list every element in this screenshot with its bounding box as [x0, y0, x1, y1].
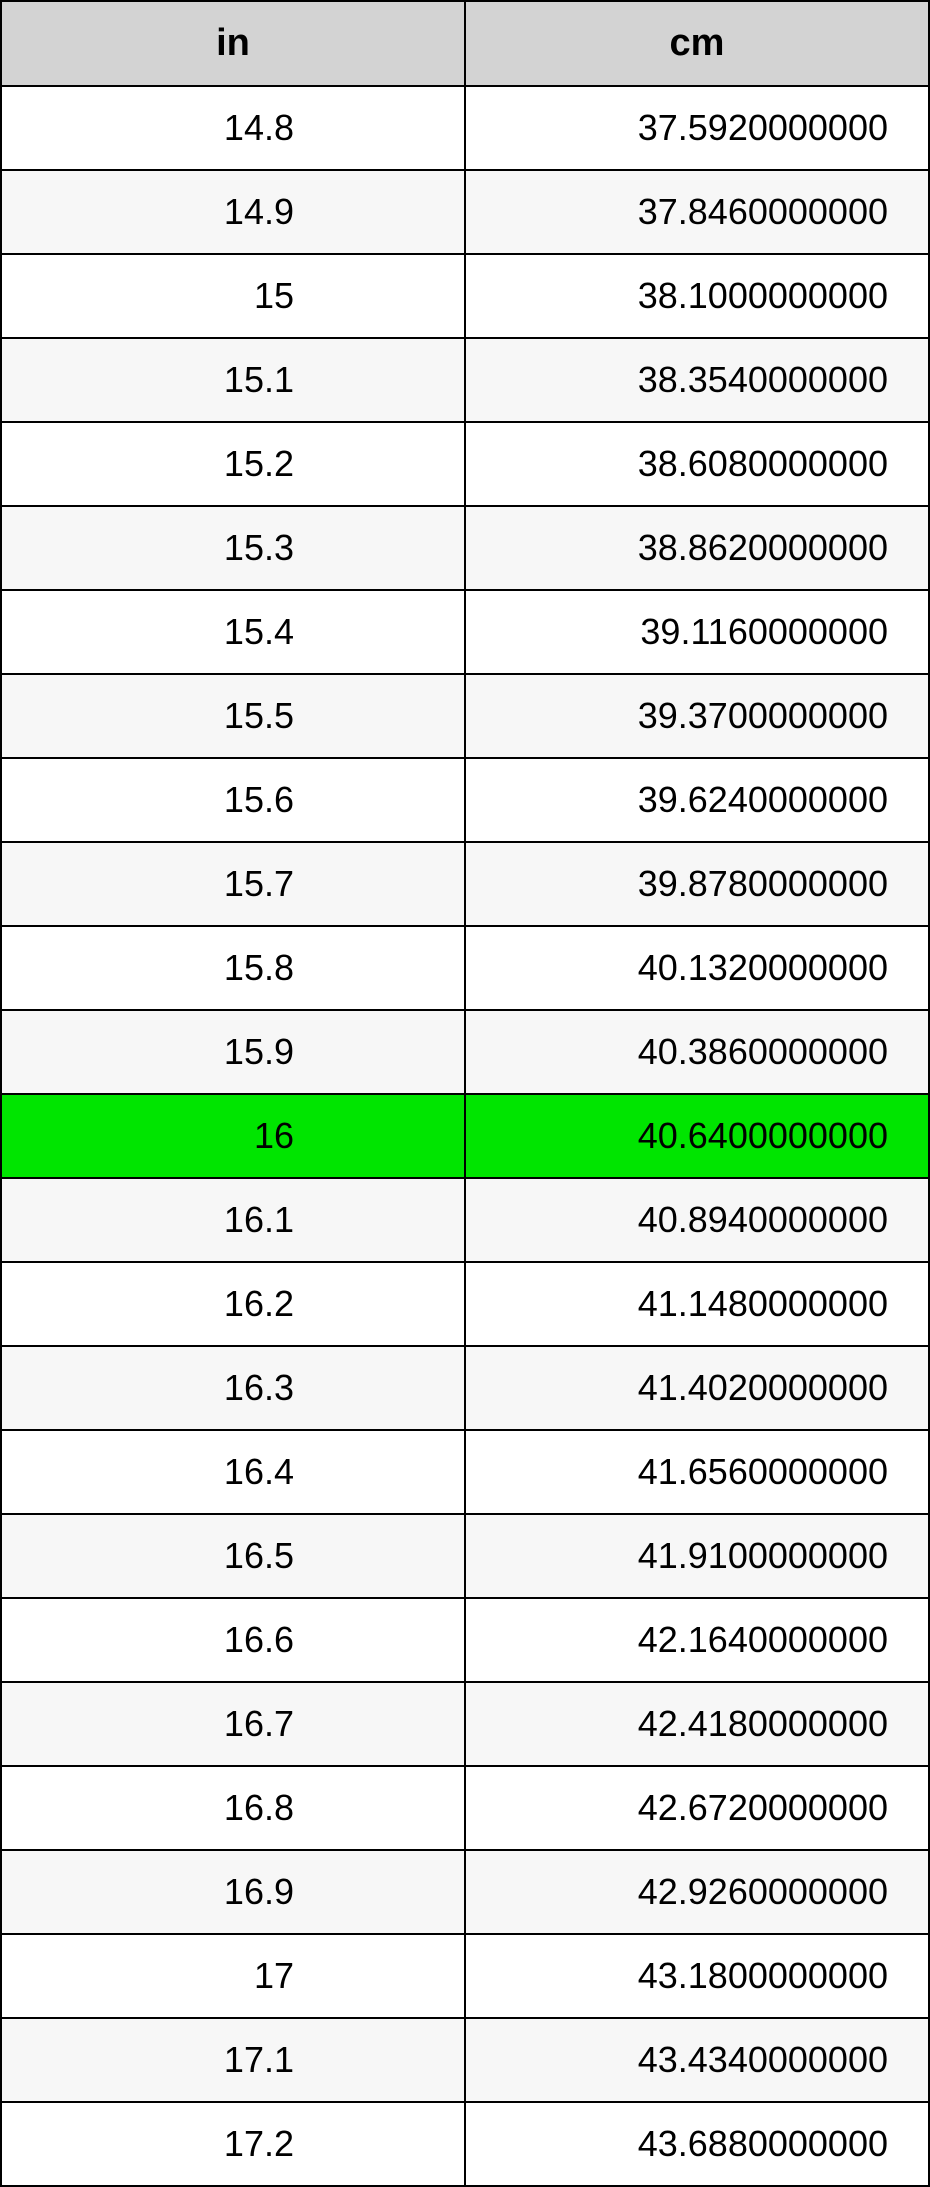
table-row: 15.439.1160000000 [1, 590, 929, 674]
cell-in: 16.5 [1, 1514, 465, 1598]
cell-in: 17.1 [1, 2018, 465, 2102]
table-body: 14.837.592000000014.937.84600000001538.1… [1, 86, 929, 2186]
cell-cm: 38.6080000000 [465, 422, 929, 506]
table-row: 16.140.8940000000 [1, 1178, 929, 1262]
cell-cm: 42.4180000000 [465, 1682, 929, 1766]
cell-in: 16.4 [1, 1430, 465, 1514]
table-row: 16.842.6720000000 [1, 1766, 929, 1850]
cell-cm: 41.4020000000 [465, 1346, 929, 1430]
cell-in: 16.9 [1, 1850, 465, 1934]
cell-cm: 39.3700000000 [465, 674, 929, 758]
table-row: 16.541.9100000000 [1, 1514, 929, 1598]
table-row: 16.241.1480000000 [1, 1262, 929, 1346]
cell-in: 15.6 [1, 758, 465, 842]
cell-in: 15.5 [1, 674, 465, 758]
table-row: 15.940.3860000000 [1, 1010, 929, 1094]
conversion-table: in cm 14.837.592000000014.937.8460000000… [0, 0, 930, 2187]
table-row: 15.238.6080000000 [1, 422, 929, 506]
table-header-row: in cm [1, 1, 929, 86]
cell-in: 16.3 [1, 1346, 465, 1430]
cell-cm: 42.9260000000 [465, 1850, 929, 1934]
cell-in: 15.1 [1, 338, 465, 422]
table-row: 15.639.6240000000 [1, 758, 929, 842]
cell-cm: 43.4340000000 [465, 2018, 929, 2102]
cell-in: 15.4 [1, 590, 465, 674]
table-row: 16.742.4180000000 [1, 1682, 929, 1766]
cell-cm: 37.8460000000 [465, 170, 929, 254]
table-row: 16.341.4020000000 [1, 1346, 929, 1430]
header-cm: cm [465, 1, 929, 86]
cell-cm: 39.6240000000 [465, 758, 929, 842]
table-row: 16.441.6560000000 [1, 1430, 929, 1514]
table-row: 15.138.3540000000 [1, 338, 929, 422]
cell-in: 15 [1, 254, 465, 338]
cell-cm: 38.1000000000 [465, 254, 929, 338]
cell-in: 15.3 [1, 506, 465, 590]
cell-cm: 43.1800000000 [465, 1934, 929, 2018]
cell-cm: 38.8620000000 [465, 506, 929, 590]
table-row: 1538.1000000000 [1, 254, 929, 338]
cell-cm: 41.9100000000 [465, 1514, 929, 1598]
table-row: 16.642.1640000000 [1, 1598, 929, 1682]
cell-in: 16.8 [1, 1766, 465, 1850]
cell-cm: 38.3540000000 [465, 338, 929, 422]
cell-cm: 39.8780000000 [465, 842, 929, 926]
cell-in: 16.1 [1, 1178, 465, 1262]
table-row: 15.539.3700000000 [1, 674, 929, 758]
cell-in: 15.7 [1, 842, 465, 926]
cell-cm: 40.3860000000 [465, 1010, 929, 1094]
table-row: 1743.1800000000 [1, 1934, 929, 2018]
table-row: 14.837.5920000000 [1, 86, 929, 170]
table-row: 17.143.4340000000 [1, 2018, 929, 2102]
cell-in: 17 [1, 1934, 465, 2018]
table-row: 15.840.1320000000 [1, 926, 929, 1010]
table-row: 14.937.8460000000 [1, 170, 929, 254]
table-row: 16.942.9260000000 [1, 1850, 929, 1934]
table-row: 15.338.8620000000 [1, 506, 929, 590]
cell-cm: 40.1320000000 [465, 926, 929, 1010]
cell-cm: 41.6560000000 [465, 1430, 929, 1514]
cell-in: 15.2 [1, 422, 465, 506]
cell-cm: 41.1480000000 [465, 1262, 929, 1346]
cell-in: 16.2 [1, 1262, 465, 1346]
cell-cm: 42.1640000000 [465, 1598, 929, 1682]
cell-cm: 39.1160000000 [465, 590, 929, 674]
table-row: 15.739.8780000000 [1, 842, 929, 926]
cell-in: 14.8 [1, 86, 465, 170]
header-in: in [1, 1, 465, 86]
cell-in: 15.8 [1, 926, 465, 1010]
cell-in: 14.9 [1, 170, 465, 254]
cell-cm: 40.6400000000 [465, 1094, 929, 1178]
cell-cm: 40.8940000000 [465, 1178, 929, 1262]
cell-in: 15.9 [1, 1010, 465, 1094]
cell-in: 16.6 [1, 1598, 465, 1682]
cell-cm: 37.5920000000 [465, 86, 929, 170]
cell-cm: 42.6720000000 [465, 1766, 929, 1850]
cell-in: 16 [1, 1094, 465, 1178]
cell-in: 16.7 [1, 1682, 465, 1766]
table-row: 1640.6400000000 [1, 1094, 929, 1178]
